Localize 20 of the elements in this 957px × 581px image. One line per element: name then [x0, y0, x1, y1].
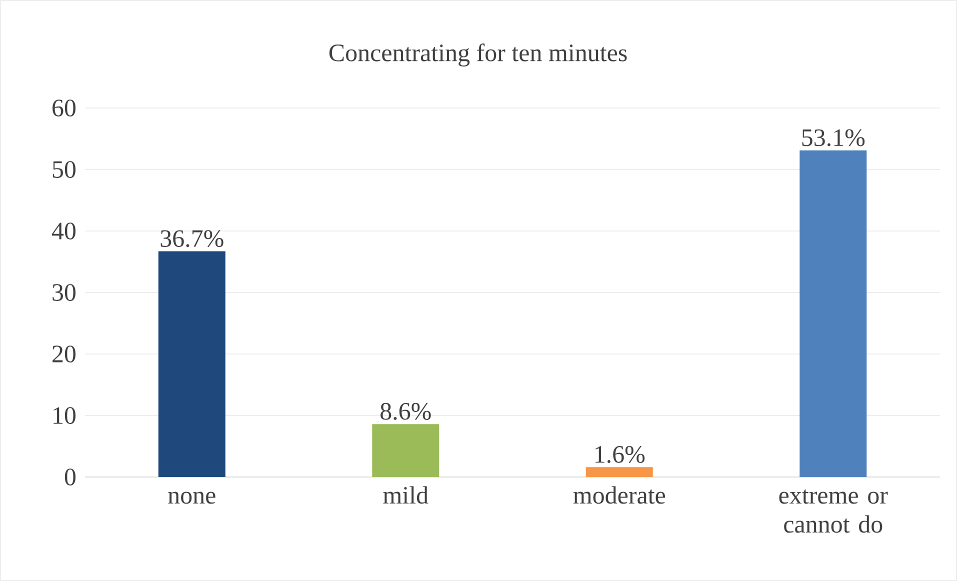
bar: [372, 424, 440, 477]
data-label: 53.1%: [802, 129, 865, 146]
y-tick-label: 10: [54, 407, 76, 424]
bar: [158, 251, 226, 477]
y-tick-label: 40: [52, 222, 76, 240]
x-tick-label: extreme or cannot do: [779, 489, 888, 533]
data-label: 1.6%: [596, 446, 645, 463]
x-tick-label: mild: [383, 486, 428, 504]
y-tick-label: 20: [52, 346, 76, 362]
y-tick-label: 60: [52, 100, 76, 116]
bar: [586, 467, 653, 477]
data-label: 8.6%: [380, 402, 431, 420]
x-tick-label: none: [168, 492, 216, 504]
y-tick-label: 0: [64, 468, 76, 486]
data-label: 36.7%: [160, 230, 224, 248]
chart-title: Concentrating for ten minutes: [329, 44, 627, 66]
y-tick-label: 50: [52, 161, 76, 178]
bar: [800, 150, 867, 477]
y-tick-label: 30: [52, 284, 76, 301]
x-tick-label: moderate: [573, 486, 666, 504]
